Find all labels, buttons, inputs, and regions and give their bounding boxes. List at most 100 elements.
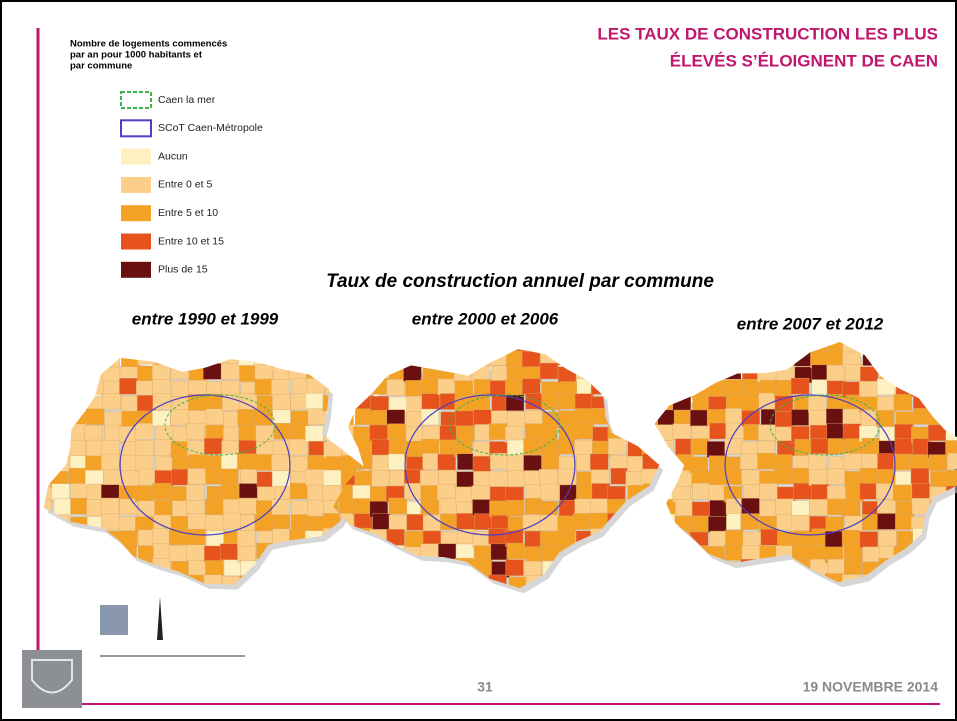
commune [121,470,140,487]
commune [136,380,155,398]
commune [388,453,407,471]
commune [272,394,291,411]
commune [220,468,239,486]
commune [893,484,912,502]
commune [844,515,864,532]
legend-label: Plus de 15 [158,264,208,276]
commune [708,484,727,501]
commune [790,377,810,395]
commune [859,467,879,485]
commune [576,484,595,501]
commune [807,453,827,470]
commune [353,513,373,530]
commune [807,544,827,562]
commune [370,395,389,413]
commune [759,483,778,500]
commune [893,394,913,411]
commune [238,424,257,442]
commune [221,380,240,397]
commune [187,440,206,457]
commune [305,469,324,486]
legend-swatch [121,148,151,165]
small-logo [100,605,128,635]
commune [154,439,174,456]
commune [725,422,744,440]
commune [456,513,475,530]
commune [947,452,957,470]
commune [220,543,239,560]
commune [739,453,759,470]
commune [505,394,525,411]
commune [808,396,827,413]
commune [186,423,205,441]
commune [85,455,104,473]
commune [70,497,89,515]
commune [369,424,388,442]
commune [291,500,311,517]
commune [507,454,526,472]
commune [725,408,744,425]
commune [521,350,541,368]
commune [893,453,912,471]
commune [930,471,949,488]
commune [238,483,258,500]
commune [827,559,847,576]
title: ÉLEVÉS S’ÉLOIGNENT DE CAEN [670,51,938,70]
commune [877,453,896,470]
commune [774,379,793,397]
commune [672,423,692,440]
commune [420,438,440,456]
logo-emblem [31,659,73,694]
commune [473,379,493,396]
commune [388,497,408,515]
commune [68,467,88,485]
commune [152,528,171,545]
commune [322,469,342,487]
legend-label: Entre 10 et 15 [158,235,224,247]
commune [842,423,862,441]
commune [237,409,256,426]
commune [724,544,743,561]
commune [539,362,559,380]
commune [422,514,442,532]
commune [85,408,105,425]
commune [690,438,709,455]
commune [186,544,206,561]
commune [440,513,459,531]
commune [825,408,845,425]
commune [472,456,492,473]
commune [741,469,760,487]
commune [153,543,172,561]
commune [894,423,913,441]
map-label: entre 2007 et 2012 [737,314,884,333]
commune [305,392,324,410]
commune [541,452,561,470]
commune [574,408,594,425]
commune [420,408,440,426]
commune [876,410,895,427]
legend-swatch [121,205,151,222]
commune [421,393,440,410]
commune [119,498,138,515]
commune [760,529,779,546]
commune [84,425,103,442]
commune [775,498,794,516]
commune [691,501,711,518]
commune [119,378,138,395]
commune [138,468,157,486]
commune [489,486,509,503]
commune [456,471,475,488]
commune [741,410,760,427]
commune [689,456,709,474]
commune [419,470,439,487]
commune [187,513,207,530]
commune [708,516,727,533]
commune [844,558,863,575]
legend-title: par commune [70,61,132,72]
commune [826,423,846,440]
commune [590,453,609,471]
commune [439,425,458,442]
commune [558,392,577,410]
commune [741,498,760,515]
